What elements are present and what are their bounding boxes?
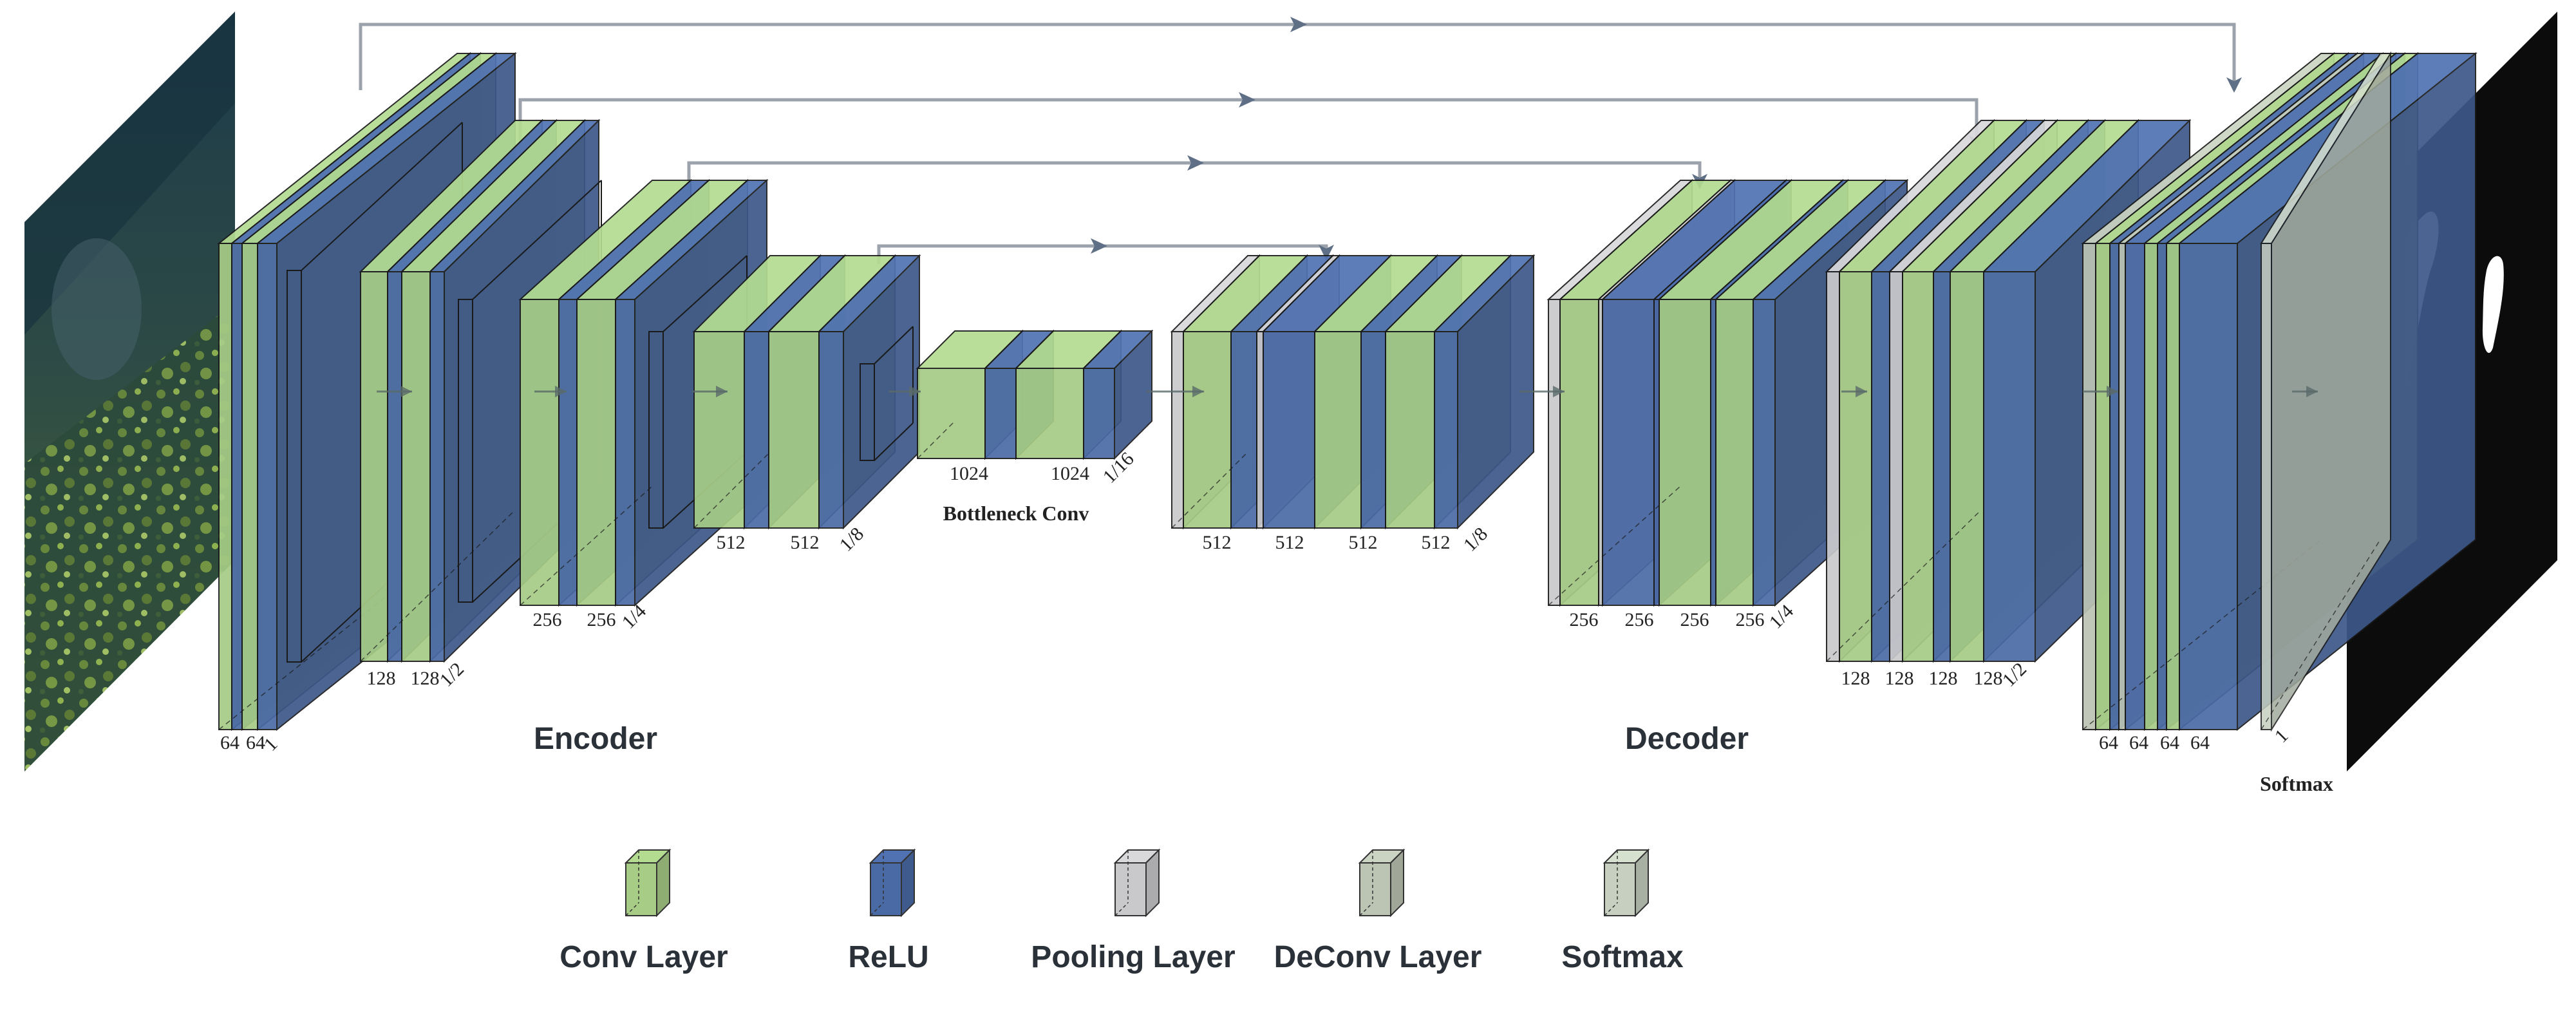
legend-label: DeConv Layer (1274, 940, 1482, 974)
decoder-block-3-channel-label: 128 (1841, 668, 1870, 689)
legend-item: Pooling Layer (1031, 848, 1236, 974)
legend-label: ReLU (848, 940, 928, 974)
decoder-block-3-channel-label: 128 (1929, 668, 1958, 689)
softmax-caption: Softmax (2260, 772, 2333, 795)
decoder-block-3-channel-label: 128 (1885, 668, 1914, 689)
conv-cube-icon (624, 848, 672, 918)
softmax-cube-icon (1603, 848, 1650, 918)
bottleneck-block-channel-label: 1024 (1051, 463, 1089, 484)
encoder-block-1-channel-label: 64 (246, 732, 265, 753)
skip-connection (518, 92, 1984, 151)
encoder-block-3 (518, 178, 769, 607)
encoder-block-3-channel-label: 256 (587, 609, 616, 630)
decoder-block-4-channel-label: 64 (2099, 732, 2118, 753)
decoder-block-1-relu-layer (1433, 254, 1536, 530)
decoder-block-3-channel-label: 128 (1974, 668, 2003, 689)
flow-arrow (534, 386, 567, 397)
pooling-cube-icon (1113, 848, 1161, 918)
encoder-block-4-pool-outline (860, 363, 875, 461)
decoder-block-1-channel-label: 512 (1349, 532, 1378, 553)
encoder-block-3-pool-outline (648, 331, 664, 529)
deconv-cube-icon (1358, 848, 1406, 918)
flow-arrow (888, 386, 921, 397)
decoder-block-2-channel-label: 256 (1625, 609, 1654, 630)
encoder-block-4 (692, 254, 921, 530)
legend-label: Softmax (1561, 940, 1684, 974)
flow-arrow (692, 386, 728, 397)
decoder-block-2-channel-label: 256 (1680, 609, 1709, 630)
fish-shape (52, 238, 142, 380)
flow-arrow (1841, 386, 1867, 397)
decoder-title: Decoder (1625, 722, 1749, 756)
bottleneck-block (916, 329, 1154, 460)
decoder-block-2 (1547, 178, 1909, 607)
encoder-block-4-channel-label: 512 (791, 532, 820, 553)
decoder-block-2-channel-label: 256 (1570, 609, 1599, 630)
decoder-block-1-channel-label: 512 (1203, 532, 1232, 553)
encoder-block-4-channel-label: 512 (717, 532, 746, 553)
legend-label: Pooling Layer (1031, 940, 1235, 974)
encoder-block-2 (359, 118, 602, 663)
legend-label: Conv Layer (559, 940, 728, 974)
decoder-block-4-channel-label: 64 (2160, 732, 2179, 753)
flow-arrow (1146, 386, 1204, 397)
flow-arrow (2083, 386, 2118, 397)
encoder-block-2-channel-label: 128 (367, 668, 396, 689)
bottleneck-block-relu-layer (1082, 329, 1154, 460)
encoder-block-3-channel-label: 256 (533, 609, 562, 630)
legend-item: DeConv Layer (1274, 848, 1482, 974)
decoder-block-1 (1170, 254, 1536, 530)
decoder-block-3-scale-label: 1/2 (1998, 659, 2031, 691)
decoder-block-1-channel-label: 512 (1422, 532, 1451, 553)
encoder-block-1-pool-outline (287, 270, 302, 663)
bottleneck-block-channel-label: 1024 (950, 463, 988, 484)
decoder-block-4-channel-label: 64 (2190, 732, 2210, 753)
input-image (24, 12, 235, 771)
legend-item: ReLU (848, 848, 929, 974)
skip-connection (359, 17, 2242, 93)
encoder-title: Encoder (534, 722, 657, 756)
legend-item: Softmax (1561, 848, 1684, 974)
legend: Conv Layer ReLU Pooling Layer DeConv Layer S… (559, 848, 1684, 974)
legend-item: Conv Layer (559, 848, 728, 974)
encoder-block-2-pool-outline (458, 299, 473, 603)
skip-connection (687, 155, 1707, 193)
softmax-block (2260, 51, 2392, 732)
flow-arrow (377, 386, 412, 397)
decoder-block-1-scale-label: 1/8 (1460, 524, 1492, 556)
softmax-channel-label: 1 (2271, 725, 2293, 747)
flow-arrow (1519, 386, 1565, 397)
encoder-block-2-scale-label: 1/2 (436, 659, 468, 691)
encoder-block-2-channel-label: 128 (411, 668, 440, 689)
flow-arrows (377, 386, 2318, 397)
bottleneck-caption: Bottleneck Conv (943, 502, 1089, 525)
flow-arrow (2292, 386, 2318, 397)
decoder-block-1-channel-label: 512 (1275, 532, 1304, 553)
decoder-block-2-channel-label: 256 (1736, 609, 1765, 630)
decoder-block-4-channel-label: 64 (2129, 732, 2148, 753)
softmax-block-softmax-layer (2260, 51, 2392, 732)
encoder-block-1-channel-label: 64 (220, 732, 240, 753)
relu-cube-icon (869, 848, 916, 918)
network-blocks (217, 51, 2477, 732)
